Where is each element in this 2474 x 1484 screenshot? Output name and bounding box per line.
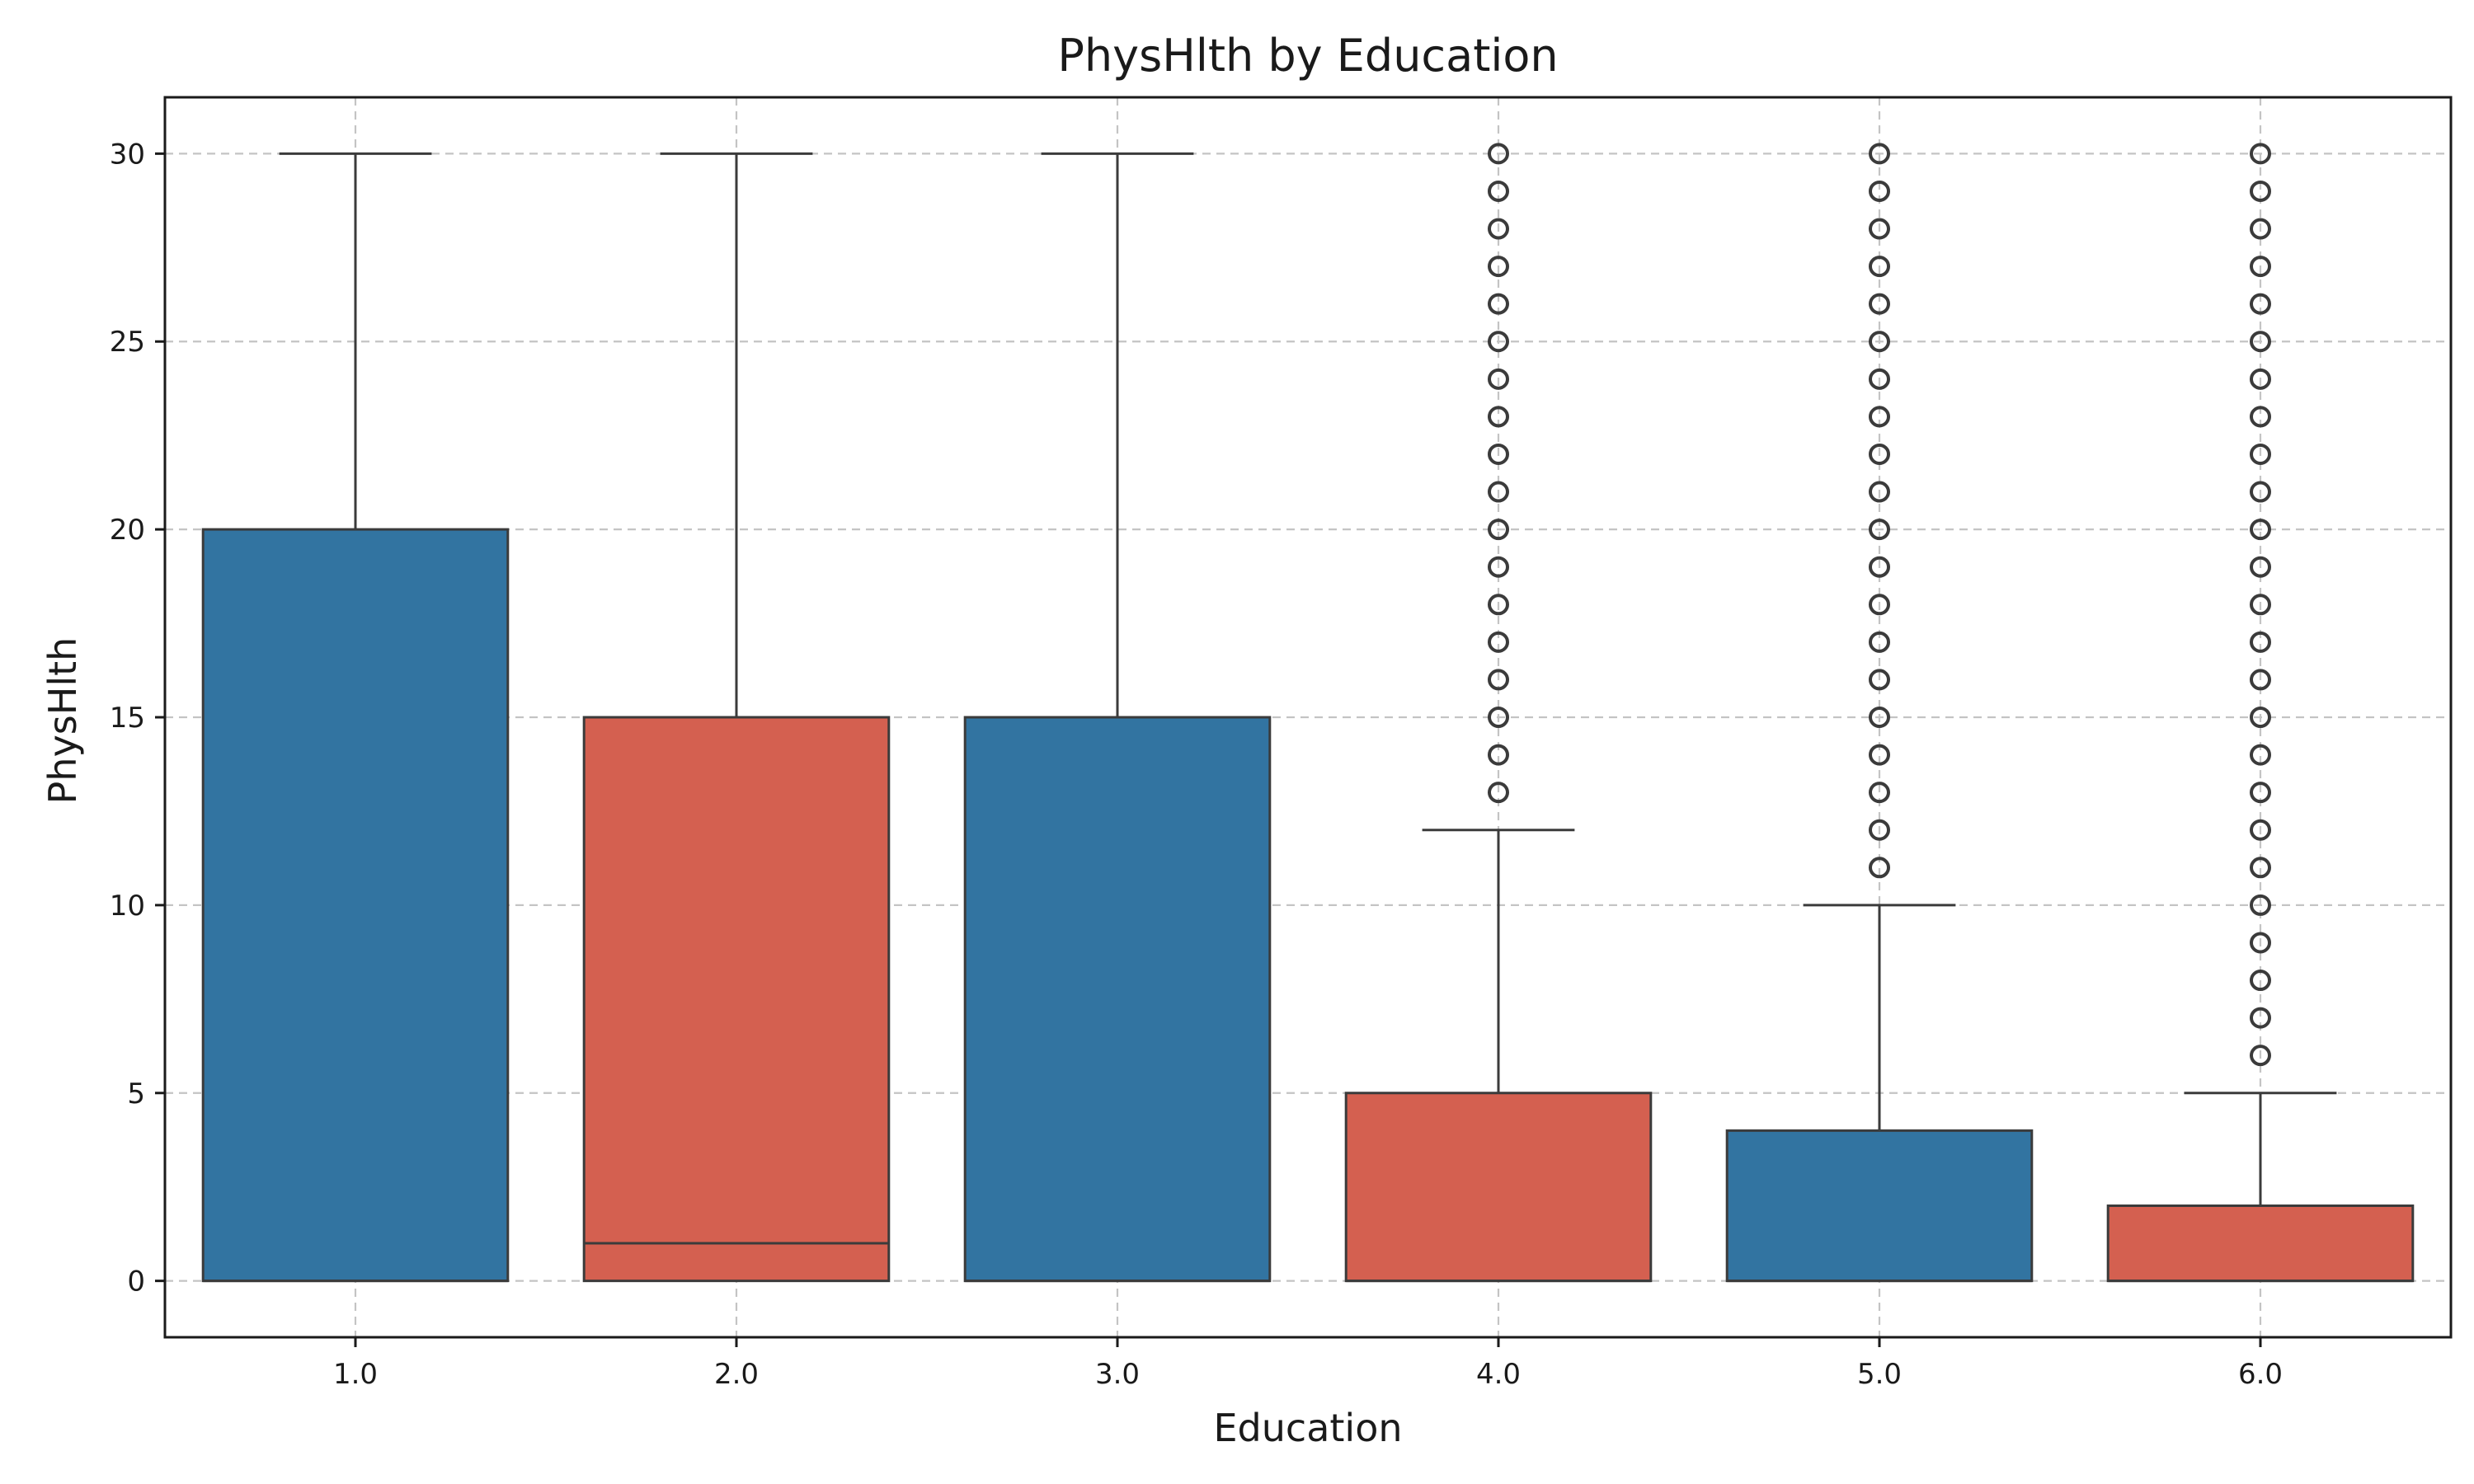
y-axis-label: PhysHlth xyxy=(40,637,85,805)
outlier-point xyxy=(1869,293,1890,315)
box-group-4.0 xyxy=(1344,829,1653,1283)
outlier-point xyxy=(2250,857,2271,879)
y-tick-label: 5 xyxy=(127,1078,145,1111)
outlier-point xyxy=(1488,256,1509,278)
outlier-point xyxy=(1869,218,1890,240)
outlier-point xyxy=(1869,594,1890,616)
x-tick-label: 4.0 xyxy=(1476,1358,1521,1391)
outlier-point xyxy=(1869,481,1890,503)
outlier-point xyxy=(1488,519,1509,541)
outlier-point xyxy=(1488,443,1509,465)
outlier-point xyxy=(1488,293,1509,315)
outlier-point xyxy=(2250,368,2271,390)
y-tick-label: 0 xyxy=(127,1266,145,1298)
x-tick-label: 1.0 xyxy=(333,1358,378,1391)
outlier-point xyxy=(1488,744,1509,766)
outlier-point xyxy=(1869,331,1890,353)
chart-title: PhysHlth by Education xyxy=(1057,30,1558,82)
outlier-point xyxy=(2250,256,2271,278)
outlier-point xyxy=(2250,669,2271,691)
outlier-point xyxy=(2250,481,2271,503)
outlier-point xyxy=(1869,556,1890,578)
x-tick-label: 3.0 xyxy=(1095,1358,1140,1391)
outlier-point xyxy=(2250,331,2271,353)
outlier-point xyxy=(1869,368,1890,390)
outlier-point xyxy=(1869,519,1890,541)
y-tick-label: 30 xyxy=(110,138,145,171)
box-group-3.0 xyxy=(963,152,1272,1283)
outlier-point xyxy=(2250,519,2271,541)
box-iqr xyxy=(1344,1092,1653,1283)
outlier-point xyxy=(2250,293,2271,315)
box-iqr xyxy=(2106,1204,2415,1283)
outlier-point xyxy=(2250,406,2271,428)
outlier-point xyxy=(1869,857,1890,879)
outlier-point xyxy=(1869,669,1890,691)
box-iqr xyxy=(963,716,1272,1283)
outlier-point xyxy=(2250,1007,2271,1029)
outlier-point xyxy=(1488,331,1509,353)
outlier-point xyxy=(1869,782,1890,804)
outlier-point xyxy=(1488,368,1509,390)
x-axis-label: Education xyxy=(1213,1406,1402,1450)
outlier-point xyxy=(1869,143,1890,165)
box-iqr xyxy=(582,716,891,1283)
y-tick-label: 20 xyxy=(110,514,145,547)
x-axis-ticks: 1.0 2.0 3.0 4.0 5.0 6.0 xyxy=(333,1337,2283,1391)
y-tick-label: 10 xyxy=(110,890,145,923)
outlier-point xyxy=(2250,594,2271,616)
outlier-point xyxy=(1488,143,1509,165)
outlier-point xyxy=(2250,556,2271,578)
outlier-point xyxy=(2250,218,2271,240)
x-tick-label: 5.0 xyxy=(1857,1358,1902,1391)
outlier-point xyxy=(2250,744,2271,766)
box-group-1.0 xyxy=(201,152,510,1283)
flier-layer xyxy=(1488,143,2271,1067)
outlier-point xyxy=(1488,406,1509,428)
outlier-point xyxy=(1869,819,1890,841)
outlier-point xyxy=(2250,631,2271,653)
y-axis-ticks: 0 5 10 15 20 25 30 xyxy=(110,138,165,1298)
outlier-point xyxy=(1488,707,1509,728)
outlier-point xyxy=(1869,631,1890,653)
outlier-point xyxy=(2250,143,2271,165)
x-tick-label: 2.0 xyxy=(714,1358,759,1391)
outlier-point xyxy=(2250,932,2271,954)
box-layer xyxy=(201,152,2415,1283)
outlier-point xyxy=(1488,218,1509,240)
outlier-point xyxy=(1488,669,1509,691)
box-iqr xyxy=(201,528,510,1283)
outlier-point xyxy=(2250,707,2271,728)
x-tick-label: 6.0 xyxy=(2238,1358,2283,1391)
outlier-point xyxy=(1488,631,1509,653)
outlier-point xyxy=(2250,443,2271,465)
outlier-point xyxy=(1869,707,1890,728)
outlier-point xyxy=(2250,180,2271,202)
outlier-point xyxy=(1488,180,1509,202)
y-tick-label: 25 xyxy=(110,326,145,359)
outlier-point xyxy=(1488,556,1509,578)
outlier-point xyxy=(1488,594,1509,616)
outlier-point xyxy=(2250,819,2271,841)
outlier-point xyxy=(2250,970,2271,992)
outlier-point xyxy=(2250,782,2271,804)
outlier-point xyxy=(1869,406,1890,428)
box-iqr xyxy=(1725,1129,2034,1283)
y-tick-label: 15 xyxy=(110,702,145,735)
outlier-point xyxy=(1869,443,1890,465)
box-group-6.0 xyxy=(2106,1092,2415,1283)
outlier-point xyxy=(1488,481,1509,503)
outlier-point xyxy=(2250,894,2271,916)
box-group-2.0 xyxy=(582,152,891,1283)
outlier-point xyxy=(1869,744,1890,766)
outlier-point xyxy=(1869,180,1890,202)
outlier-point xyxy=(1869,256,1890,278)
outlier-point xyxy=(2250,1045,2271,1067)
outlier-point xyxy=(1488,782,1509,804)
box-group-5.0 xyxy=(1725,904,2034,1283)
